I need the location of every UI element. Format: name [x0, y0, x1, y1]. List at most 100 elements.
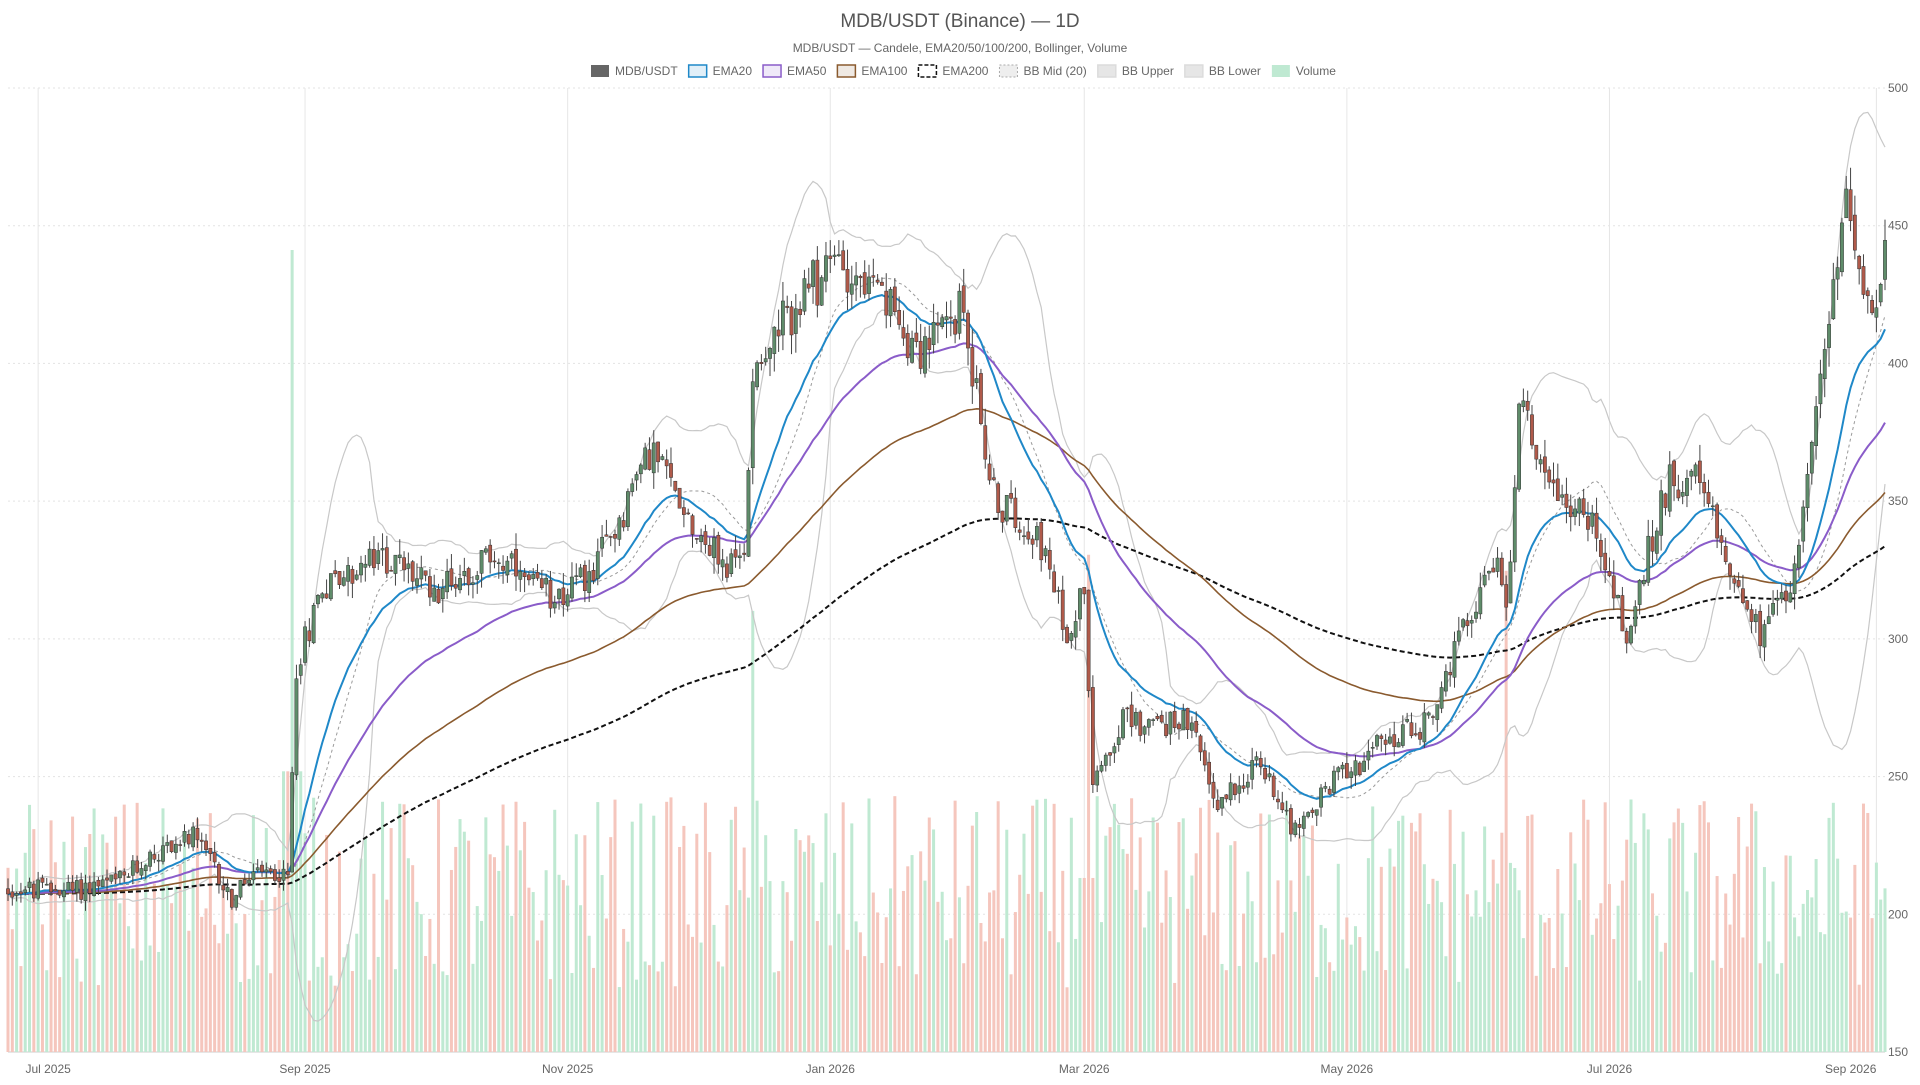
candle	[1448, 661, 1453, 687]
volume-bar	[1685, 891, 1689, 1052]
volume-bar	[1866, 812, 1870, 1052]
volume-bar	[1422, 864, 1426, 1052]
candle	[346, 556, 350, 597]
candle-body	[31, 883, 36, 899]
volume-bar	[858, 932, 862, 1052]
volume-bar	[58, 977, 62, 1052]
candle	[914, 318, 919, 348]
candle	[574, 563, 579, 586]
volume-bar	[1646, 829, 1650, 1052]
candle-body	[1426, 712, 1431, 716]
volume-bar	[1857, 984, 1861, 1052]
candle	[587, 559, 592, 603]
candle-body	[897, 310, 902, 325]
volume-bar	[230, 888, 234, 1052]
volume-bar	[161, 808, 165, 1052]
candle	[118, 870, 122, 884]
candle-body	[1852, 214, 1857, 251]
volume-bar	[1082, 877, 1086, 1052]
candle-body	[1370, 747, 1375, 749]
candle-body	[1448, 672, 1453, 676]
volume-bar	[690, 936, 695, 1052]
volume-bar	[1539, 914, 1543, 1052]
volume-bar	[1620, 880, 1624, 1052]
candle-body	[1598, 540, 1603, 557]
candle-body	[204, 840, 208, 851]
candle-body	[1052, 571, 1057, 593]
volume-bar	[144, 862, 148, 1052]
volume-bar	[337, 851, 341, 1052]
volume-bar	[1767, 941, 1771, 1052]
candle	[750, 368, 755, 485]
volume-bar	[536, 940, 540, 1052]
candle	[1508, 549, 1513, 604]
bb-mid-line	[7, 277, 1886, 897]
candle	[376, 542, 381, 570]
volume-bar	[183, 837, 187, 1052]
candle-body	[281, 868, 286, 881]
candle-body	[720, 559, 725, 568]
volume-bar	[992, 890, 996, 1052]
candle	[126, 873, 131, 878]
candle-body	[44, 883, 49, 886]
volume-bar	[1319, 924, 1323, 1052]
candle	[255, 859, 260, 873]
candle	[44, 877, 49, 886]
candle	[763, 346, 768, 366]
candle	[875, 274, 880, 285]
candle-body	[1086, 589, 1091, 692]
candle	[1151, 718, 1156, 726]
volume-bar	[979, 923, 983, 1052]
candle	[1116, 725, 1121, 752]
volume-bar	[1138, 837, 1142, 1052]
candle	[1310, 807, 1315, 818]
candle-body	[49, 882, 53, 893]
volume-bar	[376, 956, 380, 1052]
candle	[410, 560, 415, 591]
legend-label: BB Mid (20)	[1023, 64, 1086, 78]
candle-body	[574, 575, 579, 577]
candle	[1431, 714, 1435, 725]
candle-body	[316, 595, 320, 605]
volume-bar	[613, 799, 617, 1052]
volume-bar	[1607, 884, 1611, 1052]
candle	[471, 576, 475, 599]
volume-bar	[303, 833, 307, 1052]
candle-body	[1534, 444, 1539, 460]
candle	[824, 241, 828, 293]
candle	[238, 879, 243, 900]
candle	[1052, 564, 1057, 593]
candle	[1715, 502, 1719, 549]
candle-body	[255, 867, 260, 871]
candle	[1017, 521, 1022, 541]
chart-subtitle: MDB/USDT — Candele, EMA20/50/100/200, Bo…	[793, 41, 1128, 55]
candle	[742, 543, 747, 562]
candle	[996, 481, 1001, 520]
candle	[1065, 624, 1069, 644]
volume-bar	[355, 933, 359, 1052]
volume-bar	[1496, 883, 1500, 1052]
candle-body	[1069, 633, 1074, 641]
candle-body	[1594, 512, 1599, 539]
candle	[105, 869, 109, 891]
candle-body	[1797, 544, 1801, 569]
volume-bar	[940, 891, 944, 1052]
volume-bar	[1315, 976, 1319, 1052]
candle-body	[875, 279, 880, 283]
candle	[169, 840, 174, 854]
volume-bar	[471, 963, 475, 1052]
legend-swatch	[591, 65, 609, 77]
volume-bar	[1117, 824, 1121, 1052]
candle	[1495, 547, 1500, 578]
volume-bar	[1461, 831, 1465, 1052]
candle-body	[328, 573, 333, 600]
candle	[1633, 600, 1638, 634]
candle	[100, 875, 105, 887]
candle	[557, 588, 561, 610]
volume-bar	[1022, 833, 1026, 1052]
volume-bar	[1168, 896, 1172, 1052]
volume-bar	[583, 835, 587, 1052]
candle	[79, 872, 84, 904]
candle-body	[195, 828, 200, 841]
candle-body	[376, 550, 381, 564]
